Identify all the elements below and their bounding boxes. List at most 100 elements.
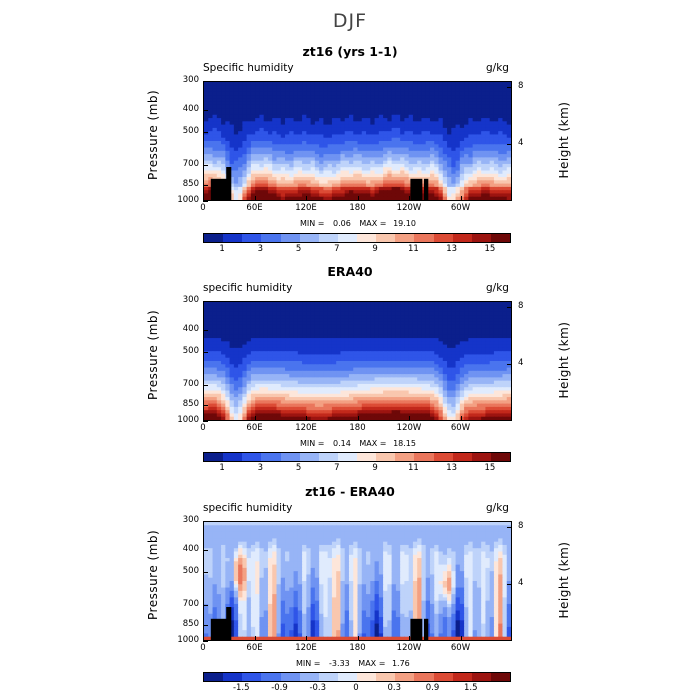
contour-cell (451, 367, 457, 372)
contour-cell (391, 334, 397, 339)
contour-cell (289, 400, 295, 405)
contour-cell (374, 124, 380, 129)
contour-cell (314, 127, 320, 132)
contour-cell (285, 377, 290, 382)
contour-cell (498, 324, 504, 329)
contour-cell (331, 98, 337, 103)
contour-cell (412, 328, 418, 333)
contour-cell (276, 397, 282, 401)
contour-cell (314, 190, 320, 195)
contour-cell (289, 134, 295, 139)
contour-cell (378, 324, 384, 329)
contour-cell (238, 374, 243, 378)
contour-cell (417, 403, 423, 408)
contour-cell (306, 305, 312, 310)
contour-cell (455, 157, 461, 162)
contour-cell (302, 390, 307, 395)
contour-cell (246, 196, 252, 200)
contour-cell (442, 193, 448, 198)
contour-cell (361, 347, 367, 352)
contour-cell (221, 370, 226, 375)
contour-cell (421, 177, 427, 181)
contour-cell (306, 344, 312, 349)
contour-cell (408, 374, 414, 378)
plot-area (203, 81, 512, 201)
contour-cell (489, 150, 495, 155)
contour-cell (489, 328, 495, 333)
contour-cell (404, 400, 410, 405)
contour-cell (276, 347, 282, 352)
contour-cell (289, 98, 295, 103)
contour-cell (272, 144, 278, 149)
contour-cell (348, 383, 354, 388)
contour-cell (302, 374, 307, 378)
contour-cell (464, 305, 469, 310)
contour-cell (212, 104, 218, 109)
contour-cell (429, 104, 435, 109)
contour-cell (246, 328, 252, 333)
contour-cell (319, 377, 324, 382)
contour-cell (221, 104, 226, 109)
contour-cell (366, 370, 371, 375)
contour-cell (485, 88, 491, 93)
contour-cell (336, 328, 342, 333)
contour-cell (391, 124, 397, 129)
contour-cell (447, 134, 452, 139)
contour-cell (238, 390, 243, 395)
contour-cell (353, 144, 359, 149)
contour-cell (212, 308, 218, 313)
contour-cell (225, 160, 231, 165)
contour-cell (481, 400, 487, 405)
contour-cell (314, 334, 320, 339)
contour-cell (378, 331, 384, 336)
contour-cell (204, 367, 209, 372)
contour-cell (353, 134, 359, 139)
contour-cell (340, 124, 346, 129)
contour-cell (493, 104, 499, 109)
contour-cell (383, 95, 388, 99)
contour-cell (267, 118, 273, 122)
contour-cell (302, 121, 307, 126)
contour-cell (208, 400, 214, 405)
contour-cell (331, 114, 337, 119)
contour-cell (459, 341, 465, 346)
contour-cell (204, 321, 209, 326)
contour-cell (225, 147, 231, 152)
contour-cell (374, 390, 380, 395)
contour-cell (289, 144, 295, 149)
contour-cell (412, 134, 418, 139)
contour-cell (233, 127, 239, 132)
contour-cell (425, 91, 431, 96)
contour-cell (374, 98, 380, 103)
contour-cell (289, 141, 295, 145)
contour-cell (464, 170, 469, 175)
contour-cell (400, 377, 405, 382)
contour-cell (370, 183, 376, 188)
contour-cell (293, 124, 299, 129)
contour-cell (221, 374, 226, 378)
contour-cell (255, 183, 261, 188)
contour-cell (285, 144, 290, 149)
contour-cell (464, 357, 469, 362)
contour-cell (395, 318, 401, 323)
contour-cell (267, 354, 273, 359)
contour-cell (280, 387, 286, 392)
contour-cell (225, 344, 231, 349)
contour-cell (340, 134, 346, 139)
contour-cell (297, 311, 303, 316)
contour-cell (472, 154, 478, 158)
contour-cell (357, 302, 363, 306)
contour-cell (331, 121, 337, 126)
contour-cell (464, 127, 469, 132)
contour-cell (250, 190, 256, 195)
contour-cell (387, 150, 393, 155)
contour-cell (502, 344, 508, 349)
contour-cell (233, 324, 239, 329)
contour-cell (481, 180, 487, 185)
contour-cell (225, 95, 231, 99)
contour-cell (336, 154, 342, 158)
contour-cell (374, 114, 380, 119)
contour-cell (285, 193, 290, 198)
contour-cell (502, 370, 508, 375)
contour-cell (383, 163, 388, 168)
